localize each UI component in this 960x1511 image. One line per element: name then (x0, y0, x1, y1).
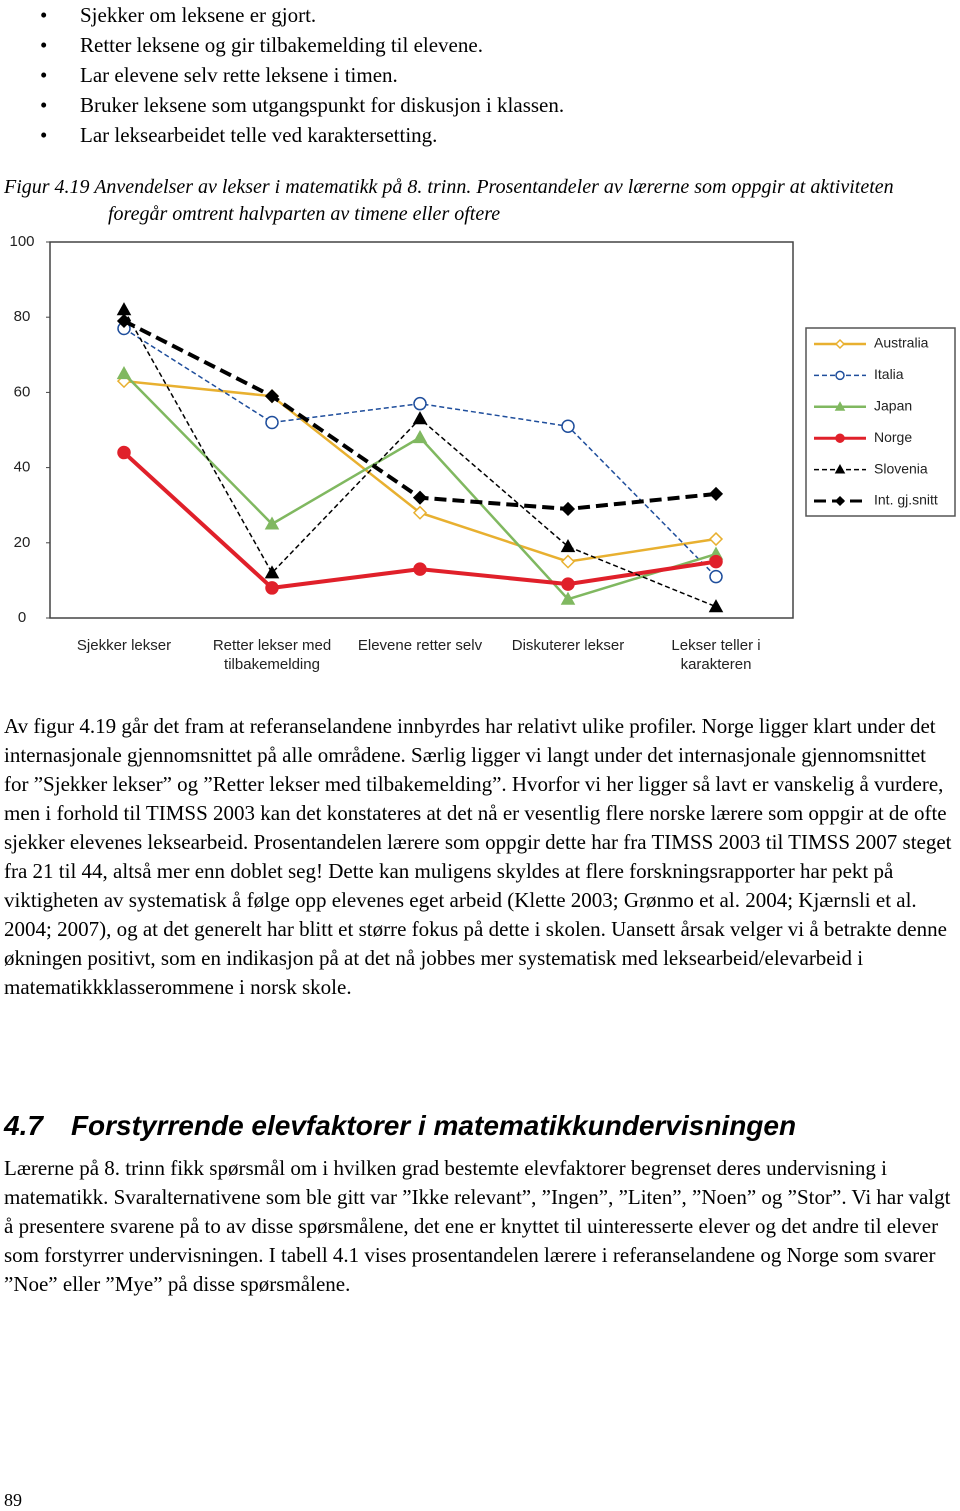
marker (265, 415, 279, 430)
section-number: 4.7 (4, 1110, 43, 1141)
section-title: Forstyrrende elevfaktorer i matematikkun… (70, 1110, 797, 1141)
paragraph: Lærerne på 8. trinn fikk spørsmål om i h… (4, 1156, 951, 1296)
marker (264, 389, 280, 404)
marker (413, 562, 427, 576)
marker (412, 411, 428, 425)
marker (264, 516, 280, 530)
marker (708, 599, 724, 613)
marker (834, 495, 846, 507)
marker (708, 486, 724, 501)
marker (834, 401, 846, 411)
caption-text: Anvendelser av lekser i matematikk på 8.… (94, 176, 894, 225)
legend-label: Int. gj.snitt (874, 492, 938, 508)
marker (835, 433, 845, 443)
legend-label: Slovenia (874, 460, 928, 476)
marker (708, 531, 724, 547)
marker (835, 370, 845, 381)
y-tick-label: 20 (14, 534, 31, 551)
marker (412, 429, 428, 444)
marker (116, 366, 132, 380)
x-tick-label: Elevene retter selv (357, 637, 483, 654)
marker (561, 419, 575, 433)
page-number: 89 (4, 1490, 22, 1510)
bullet-item: Sjekker om leksene er gjort. (0, 0, 564, 30)
x-tick-label: Retter lekser med tilbakemelding (212, 637, 332, 673)
marker (561, 577, 575, 591)
bullet-item: Retter leksene og gir tilbakemelding til… (0, 30, 564, 60)
marker (709, 569, 723, 584)
y-tick-label: 40 (14, 459, 31, 476)
legend-label: Japan (874, 398, 912, 414)
bullet-item: Lar leksearbeidet telle ved karaktersett… (0, 120, 564, 150)
section-heading: 4.7 Forstyrrende elevfaktorer i matematik… (4, 1110, 796, 1142)
chart: 0 20 40 60 80 100 Australia Italia Japan Norge Slo… (9, 233, 956, 626)
plot-frame (49, 241, 794, 619)
bullet-item: Bruker leksene som utgangspunkt for disk… (0, 90, 564, 120)
paragraph: Av figur 4.19 går det fram at referansel… (4, 714, 952, 999)
legend-label: Australia (874, 335, 929, 351)
y-tick-label: 80 (14, 308, 31, 325)
legend-box (805, 327, 956, 517)
y-tick-label: 100 (9, 233, 34, 250)
marker (834, 464, 846, 474)
marker (560, 554, 576, 569)
marker (117, 445, 131, 460)
bullet-list: Sjekker om leksene er gjort.Retter lekse… (0, 0, 564, 150)
x-tick-label: Diskuterer lekser (511, 637, 625, 654)
marker (412, 490, 428, 505)
marker (709, 554, 723, 569)
bullet-item: Lar elevene selv rette leksene i timen. (0, 60, 564, 90)
series-line (123, 309, 717, 608)
marker (560, 539, 576, 553)
legend: Australia Italia Japan Norge Slovenia Int. gj… (805, 327, 956, 517)
x-tick-label: Lekser teller i karakteren (671, 637, 761, 673)
marker (265, 581, 279, 595)
marker (560, 591, 576, 605)
x-tick-label: Sjekker lekser (76, 637, 172, 654)
legend-label: Italia (874, 366, 904, 382)
y-tick-label: 60 (14, 383, 31, 400)
marker (412, 505, 428, 520)
marker (116, 302, 132, 316)
marker (116, 313, 132, 329)
marker (560, 501, 576, 517)
y-tick-label: 0 (18, 609, 26, 626)
figure-caption: Figur 4.19 Anvendelser av lekser i matem… (4, 174, 944, 228)
legend-label: Norge (874, 429, 912, 445)
marker (413, 396, 427, 411)
marker (264, 565, 280, 579)
marker (834, 338, 846, 350)
caption-label: Figur 4.19 (4, 176, 90, 198)
